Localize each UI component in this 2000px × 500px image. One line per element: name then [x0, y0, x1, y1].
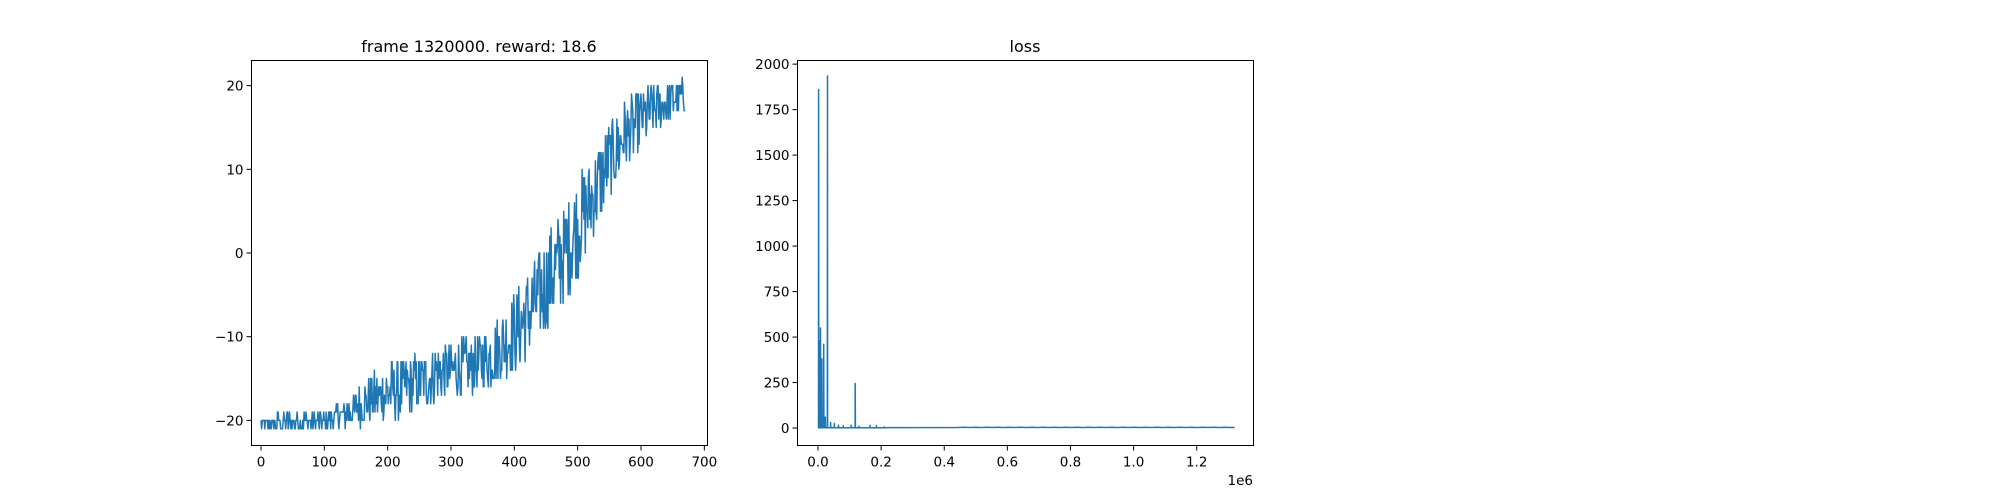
loss-x-tick-label: 0.4: [933, 455, 954, 471]
reward-chart-title: frame 1320000. reward: 18.6: [361, 37, 596, 56]
loss-y-tick-label: 1250: [755, 194, 789, 210]
reward-y-tick-label: 20: [226, 79, 243, 95]
loss-x-tick-label: 1.2: [1186, 455, 1207, 471]
loss-y-tick-label: 1000: [755, 239, 789, 255]
reward-x-tick-label: 100: [311, 455, 337, 471]
loss-y-tick-label: 250: [764, 376, 790, 392]
loss-x-offset-label: 1e6: [1228, 473, 1253, 489]
loss-axes-frame: [797, 60, 1254, 446]
reward-x-tick-label: 600: [628, 455, 654, 471]
reward-y-tick-label: 0: [235, 246, 244, 262]
reward-axes: 0 100 200 300 400 500 600 700 −20 −10 0 10 20: [215, 79, 717, 471]
loss-x-tick-label: 0.6: [997, 455, 1018, 471]
reward-y-tick-label: −20: [215, 413, 244, 429]
loss-x-tick-label: 0.8: [1060, 455, 1081, 471]
reward-x-tick-label: 400: [501, 455, 527, 471]
loss-chart-title: loss: [1010, 37, 1041, 56]
reward-x-tick-label: 200: [375, 455, 401, 471]
loss-y-tick-label: 1500: [755, 148, 789, 164]
loss-axes: 0.0 0.2 0.4 0.6 0.8 1.0 1.2 0 250 500 750 1000 1250 1…: [755, 57, 1207, 470]
loss-plot-area: [817, 75, 1235, 429]
loss-y-tick-label: 0: [781, 421, 790, 437]
reward-x-tick-label: 300: [438, 455, 464, 471]
reward-x-tick-label: 700: [691, 455, 717, 471]
reward-chart: frame 1320000. reward: 18.6 0 100 200 300 40…: [215, 37, 717, 471]
loss-x-tick-label: 0.0: [807, 455, 828, 471]
loss-y-tick-label: 1750: [755, 103, 789, 119]
loss-y-tick-label: 2000: [755, 57, 789, 73]
reward-y-tick-label: 10: [226, 162, 243, 178]
loss-y-tick-label: 500: [764, 330, 790, 346]
reward-x-tick-label: 0: [257, 455, 266, 471]
loss-x-tick-label: 1.0: [1123, 455, 1144, 471]
loss-series-line: [817, 75, 1235, 429]
reward-x-tick-label: 500: [565, 455, 591, 471]
reward-y-tick-label: −10: [215, 330, 244, 346]
loss-chart: loss 0.0 0.2 0.4 0.6 0.8 1.0 1.2 0 250 500 750 1000…: [755, 37, 1254, 489]
loss-y-tick-label: 750: [764, 285, 790, 301]
reward-plot-area: [260, 76, 686, 430]
reward-series-line: [260, 76, 686, 430]
loss-x-tick-label: 0.2: [870, 455, 891, 471]
